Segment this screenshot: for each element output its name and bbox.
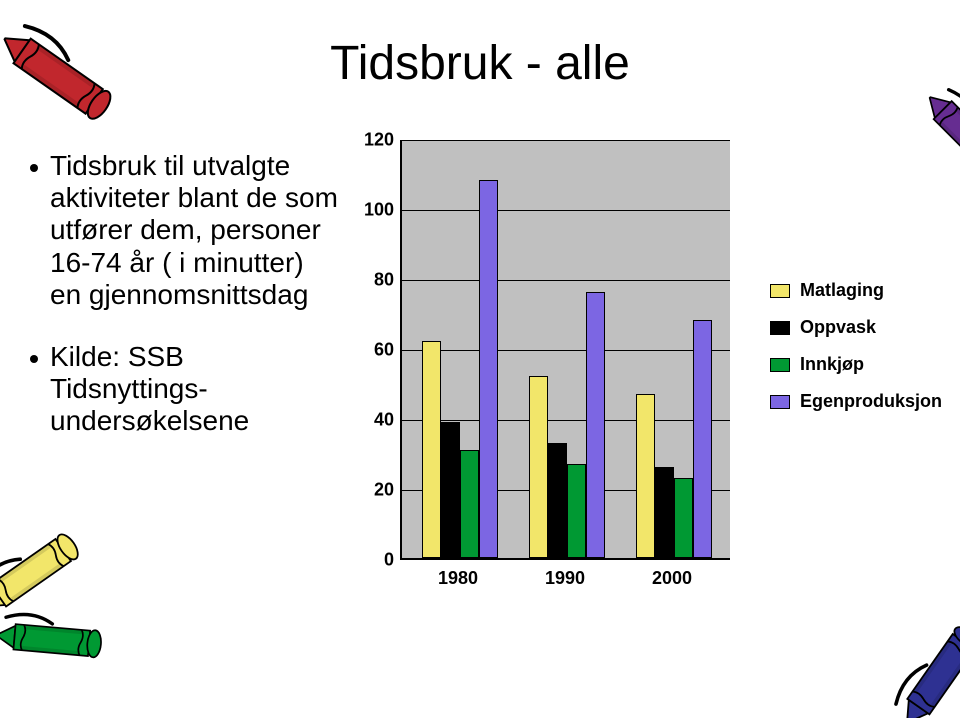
chart: 020406080100120 198019902000 (340, 140, 740, 600)
legend-item: Innkjøp (770, 354, 940, 375)
y-tick-label: 80 (350, 270, 394, 291)
blue-crayon-icon (885, 604, 960, 718)
legend-swatch (770, 321, 790, 335)
bar (529, 376, 548, 558)
y-tick-label: 60 (350, 340, 394, 361)
x-tick-label: 2000 (652, 568, 692, 589)
y-tick-label: 20 (350, 480, 394, 501)
x-tick-label: 1980 (438, 568, 478, 589)
legend-swatch (770, 284, 790, 298)
bullet-dot (30, 355, 38, 363)
x-tick-label: 1990 (545, 568, 585, 589)
slide-title: Tidsbruk - alle (330, 36, 630, 91)
legend: Matlaging Oppvask Innkjøp Egenproduksjon (770, 280, 940, 428)
red-crayon-icon (0, 14, 136, 148)
legend-swatch (770, 395, 790, 409)
legend-item: Matlaging (770, 280, 940, 301)
bar (441, 422, 460, 559)
legend-label: Matlaging (800, 280, 884, 301)
bar (674, 478, 693, 559)
bar (655, 467, 674, 558)
bar-group (529, 292, 605, 558)
y-tick-label: 0 (350, 550, 394, 571)
bar (548, 443, 567, 559)
plot-area (400, 140, 730, 560)
legend-label: Egenproduksjon (800, 391, 942, 412)
y-tick-label: 120 (350, 130, 394, 151)
legend-item: Oppvask (770, 317, 940, 338)
bullet-list: Tidsbruk til utvalgte aktiviteter blant … (30, 150, 340, 468)
bar-group (636, 320, 712, 558)
bar (693, 320, 712, 558)
bullet-text: Kilde: SSB Tidsnyttings-undersøkelsene (50, 341, 340, 438)
bar (479, 180, 498, 558)
legend-swatch (770, 358, 790, 372)
legend-label: Innkjøp (800, 354, 864, 375)
gridline (402, 140, 730, 141)
bar (422, 341, 441, 558)
bar (460, 450, 479, 559)
purple-crayon-icon (908, 79, 960, 202)
y-tick-label: 40 (350, 410, 394, 431)
bar-group (422, 180, 498, 558)
legend-label: Oppvask (800, 317, 876, 338)
y-tick-label: 100 (350, 200, 394, 221)
bar (586, 292, 605, 558)
legend-item: Egenproduksjon (770, 391, 940, 412)
bar (567, 464, 586, 559)
bullet-dot (30, 164, 38, 172)
green-crayon-icon (0, 610, 117, 675)
bullet-text: Tidsbruk til utvalgte aktiviteter blant … (50, 150, 340, 311)
bullet-item: Tidsbruk til utvalgte aktiviteter blant … (30, 150, 340, 311)
bullet-item: Kilde: SSB Tidsnyttings-undersøkelsene (30, 341, 340, 438)
bar (636, 394, 655, 559)
